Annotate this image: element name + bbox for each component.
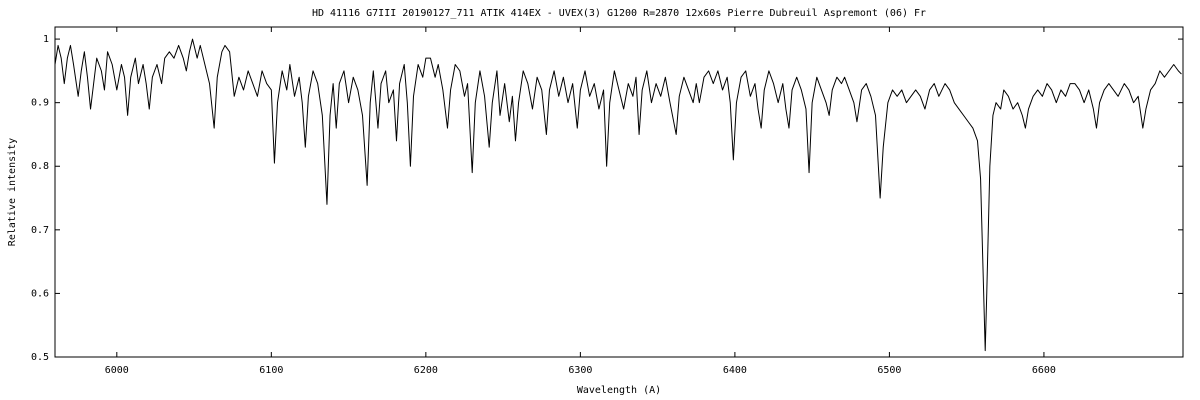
y-tick-label: 0.6 [31, 288, 49, 299]
y-tick-label: 1 [43, 34, 49, 45]
x-tick-label: 6000 [105, 365, 129, 376]
x-tick-label: 6100 [259, 365, 283, 376]
y-tick-label: 0.8 [31, 161, 49, 172]
x-tick-label: 6200 [414, 365, 438, 376]
y-tick-label: 0.5 [31, 352, 49, 363]
x-tick-label: 6600 [1032, 365, 1056, 376]
chart-title: HD 41116 G7III 20190127_711 ATIK 414EX -… [312, 8, 926, 19]
x-tick-label: 6300 [568, 365, 592, 376]
x-tick-label: 6500 [877, 365, 901, 376]
y-axis-label: Relative intensity [7, 138, 18, 246]
spectrum-line [54, 38, 1182, 352]
y-tick-label: 0.9 [31, 98, 49, 109]
x-tick-label: 6400 [723, 365, 747, 376]
y-tick-label: 0.7 [31, 225, 49, 236]
x-axis-label: Wavelength (A) [577, 385, 661, 396]
plot-frame [54, 26, 1184, 358]
